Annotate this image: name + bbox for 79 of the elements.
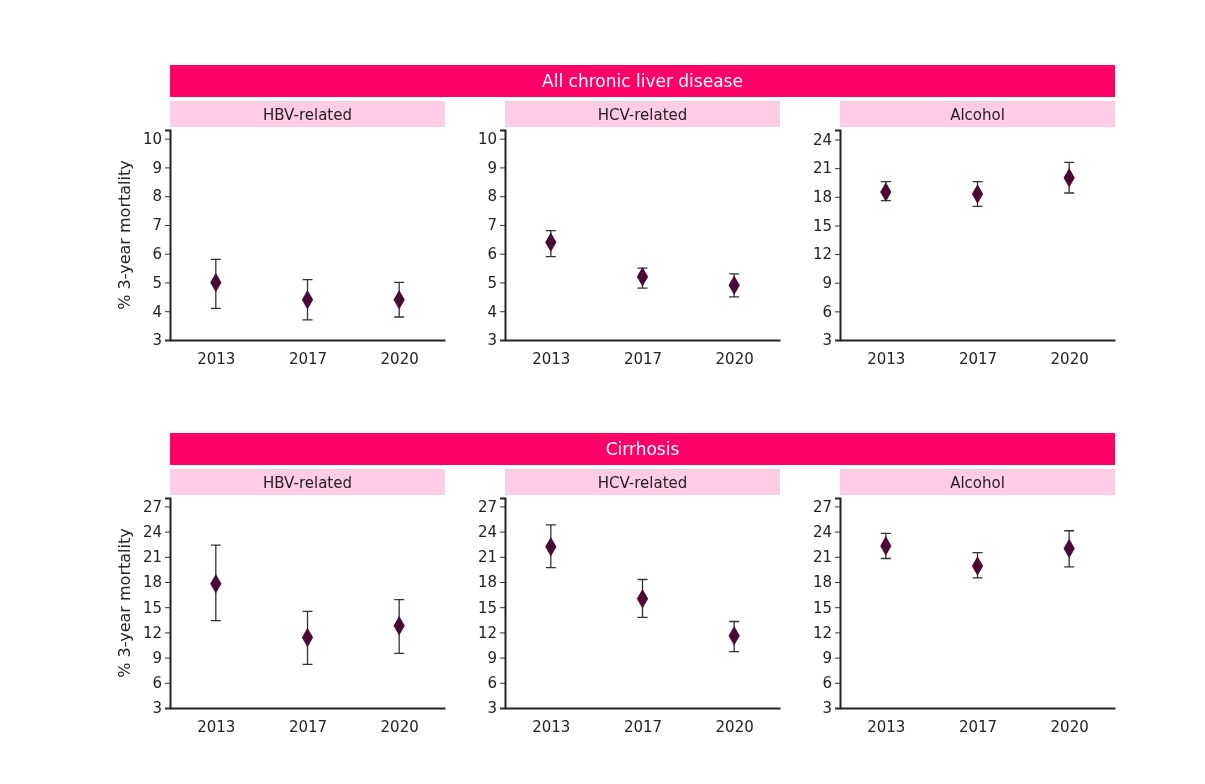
y-tick-label: 15 [477,598,497,617]
y-tick-label: 8 [152,187,162,206]
y-tick-label: 3 [487,699,497,718]
x-tick-label: 2013 [197,718,236,736]
y-tick-label: 9 [822,274,832,293]
y-tick-label: 15 [812,598,832,617]
y-tick-label: 5 [152,273,162,292]
y-tick-label: 27 [477,497,497,516]
y-tick-label: 3 [152,331,162,350]
y-tick-label: 27 [142,497,162,516]
chart-subtitle: HBV-related [263,474,352,492]
y-tick-label: 6 [152,674,162,693]
y-tick-label: 9 [822,648,832,667]
y-tick-label: 6 [152,245,162,263]
y-tick-label: 9 [487,158,497,177]
y-tick-label: 27 [812,497,832,516]
y-tick-label: 7 [152,216,162,235]
y-tick-label: 9 [152,158,162,177]
x-tick-label: 2017 [288,718,328,736]
y-tick-label: 3 [822,699,832,718]
chart-subtitle: HBV-related [263,106,352,124]
y-tick-label: 8 [487,187,497,206]
y-tick-label: 21 [477,548,497,567]
x-tick-label: 2017 [623,350,663,368]
x-tick-label: 2013 [867,350,906,368]
x-tick-label: 2017 [623,718,663,736]
chart-subtitle: HCV-related [597,474,688,492]
y-tick-label: 15 [812,216,832,235]
y-tick-label: 10 [477,129,497,148]
chart-title: All chronic liver disease [542,71,743,91]
chart-subtitle: HCV-related [597,106,688,124]
x-tick-label: 2017 [288,350,328,368]
y-tick-label: 21 [812,159,832,178]
y-tick-label: 18 [812,573,832,592]
y-tick-label: 5 [487,273,497,292]
y-tick-label: 21 [812,548,832,567]
y-tick-label: 10 [142,129,162,148]
y-tick-label: 18 [142,573,162,592]
y-tick-label: 15 [142,598,162,617]
y-tick-label: 6 [822,302,832,321]
y-tick-label: 3 [487,331,497,350]
y-tick-label: 12 [812,623,832,642]
x-tick-label: 2013 [532,718,571,736]
y-tick-label: 21 [142,548,162,567]
y-tick-label: 12 [477,623,497,642]
y-tick-label: 12 [812,245,832,264]
x-tick-label: 2020 [380,350,419,368]
x-tick-label: 2017 [958,350,998,368]
y-tick-label: 24 [477,522,497,541]
y-tick-label: 6 [487,245,497,263]
x-tick-label: 2017 [958,718,998,736]
chart-title: Cirrhosis [605,439,680,459]
x-tick-label: 2020 [715,718,754,736]
chart-subtitle: Alcohol [950,474,1005,492]
chart-subtitle: Alcohol [950,106,1005,124]
x-tick-label: 2013 [867,718,906,736]
x-tick-label: 2013 [532,350,571,368]
y-tick-label: 4 [152,302,162,321]
y-tick-label: 9 [487,648,497,667]
y-tick-label: 6 [487,674,497,693]
x-tick-label: 2020 [1050,350,1089,368]
x-tick-label: 2020 [1050,718,1089,736]
y-tick-label: 9 [152,648,162,667]
y-tick-label: 4 [487,302,497,321]
y-axis-title: % 3-year mortality [115,528,134,678]
x-tick-label: 2020 [715,350,754,368]
x-tick-label: 2013 [197,350,236,368]
y-tick-label: 24 [812,522,832,541]
y-tick-label: 12 [142,623,162,642]
y-tick-label: 18 [812,188,832,207]
y-tick-label: 24 [142,522,162,541]
x-tick-label: 2020 [380,718,419,736]
y-axis-title: % 3-year mortality [115,160,134,310]
y-tick-label: 6 [822,674,832,693]
y-tick-label: 3 [822,331,832,350]
y-tick-label: 3 [152,699,162,718]
y-tick-label: 18 [477,573,497,592]
y-tick-label: 7 [487,216,497,235]
y-tick-label: 24 [812,130,832,149]
